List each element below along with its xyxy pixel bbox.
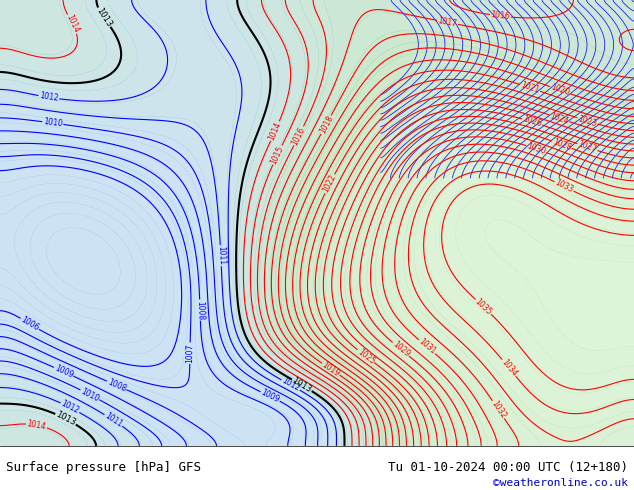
Text: 1012: 1012 xyxy=(280,376,301,393)
Text: 1009: 1009 xyxy=(259,388,281,405)
Text: 1030: 1030 xyxy=(526,142,547,156)
Text: 1021: 1021 xyxy=(520,81,541,95)
Text: 1007: 1007 xyxy=(185,343,195,363)
Text: 1010: 1010 xyxy=(42,117,63,129)
Text: 1009: 1009 xyxy=(53,364,74,380)
Text: 1008: 1008 xyxy=(195,300,205,320)
Text: 1017: 1017 xyxy=(437,16,458,28)
Text: 1029: 1029 xyxy=(391,340,411,359)
Text: 1034: 1034 xyxy=(500,358,519,378)
Text: 1016: 1016 xyxy=(490,10,510,22)
Text: 1011: 1011 xyxy=(103,411,124,429)
Text: 1012: 1012 xyxy=(60,399,81,416)
Text: 1011: 1011 xyxy=(216,246,226,266)
Text: 1035: 1035 xyxy=(473,297,493,317)
Text: 1027: 1027 xyxy=(577,140,598,154)
Text: 1006: 1006 xyxy=(19,315,41,333)
Text: 1014: 1014 xyxy=(267,121,283,142)
Text: 1014: 1014 xyxy=(27,419,47,431)
Text: 1015: 1015 xyxy=(269,145,285,166)
Text: 1022: 1022 xyxy=(321,173,338,195)
Text: 1023: 1023 xyxy=(577,114,598,128)
Text: Tu 01-10-2024 00:00 UTC (12+180): Tu 01-10-2024 00:00 UTC (12+180) xyxy=(387,462,628,474)
Text: 1024: 1024 xyxy=(548,111,570,125)
Text: ©weatheronline.co.uk: ©weatheronline.co.uk xyxy=(493,478,628,488)
Text: 1016: 1016 xyxy=(290,125,307,147)
Text: 1033: 1033 xyxy=(553,178,574,195)
Text: 1008: 1008 xyxy=(106,377,127,393)
Text: 1010: 1010 xyxy=(79,386,101,403)
Text: 1013: 1013 xyxy=(94,6,113,29)
Text: 1028: 1028 xyxy=(552,137,573,152)
Text: 1020: 1020 xyxy=(549,83,571,98)
Text: 1031: 1031 xyxy=(417,337,437,357)
Text: 1013: 1013 xyxy=(55,410,77,428)
Text: 1012: 1012 xyxy=(39,92,59,103)
Text: 1032: 1032 xyxy=(489,399,507,420)
Text: 1019: 1019 xyxy=(320,360,341,378)
Text: 1013: 1013 xyxy=(290,376,313,394)
Text: 1026: 1026 xyxy=(522,115,543,129)
Text: 1014: 1014 xyxy=(64,13,81,35)
Text: Surface pressure [hPa] GFS: Surface pressure [hPa] GFS xyxy=(6,462,202,474)
Text: 1018: 1018 xyxy=(318,114,335,135)
Text: 1025: 1025 xyxy=(356,347,376,366)
